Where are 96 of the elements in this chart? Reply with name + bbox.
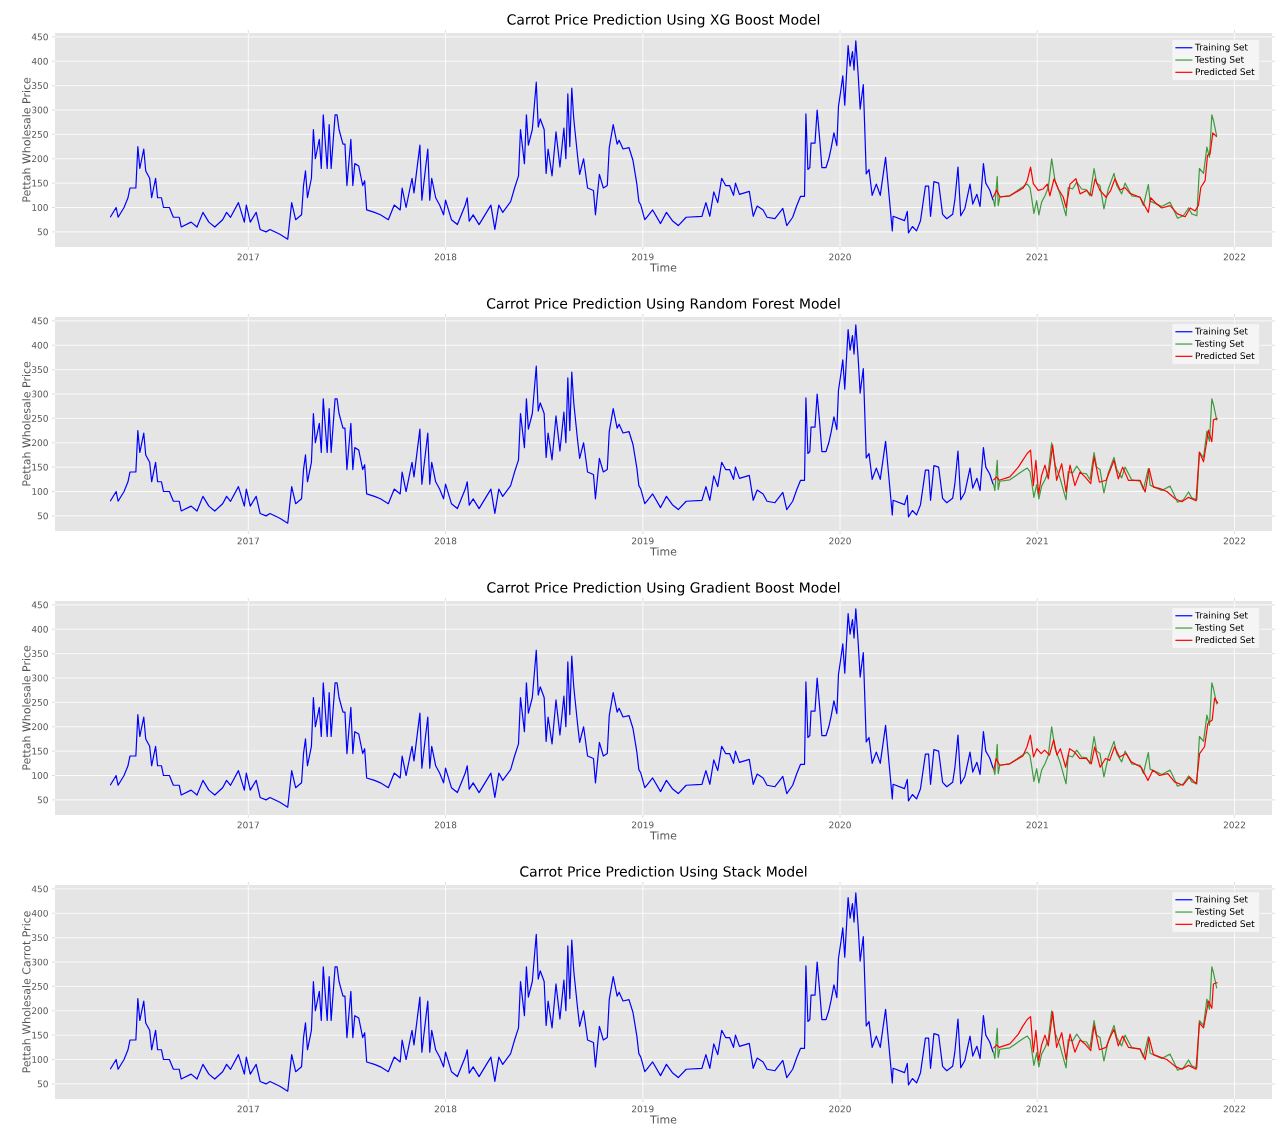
- x-tick-label: 2018: [434, 253, 457, 261]
- y-axis-title: Pettah Wholesale Price: [22, 361, 31, 486]
- y-tick-label: 150: [32, 179, 48, 187]
- line-series: [109, 40, 994, 240]
- legend-label: Training Set: [1194, 895, 1248, 905]
- x-tick-label: 2022: [1223, 821, 1246, 829]
- y-tick-label: 450: [31, 33, 48, 41]
- line-series: [992, 417, 1219, 503]
- y-tick-label: 150: [32, 747, 48, 755]
- y-axis-title: Pettah Wholesale Price: [22, 645, 31, 770]
- y-tick-label: 400: [31, 341, 48, 349]
- legend-label: Predicted Set: [1195, 352, 1255, 360]
- line-series: [992, 682, 1218, 787]
- y-tick-label: 400: [31, 909, 48, 917]
- y-tick-label: 400: [31, 57, 48, 65]
- x-tick-label: 2021: [1026, 821, 1048, 829]
- y-tick-label: 250: [32, 983, 48, 990]
- y-tick-label: 300: [32, 674, 48, 682]
- legend-label: Training Set: [1194, 611, 1248, 621]
- x-tick-label: 2019: [632, 253, 654, 261]
- x-tick-label: 2021: [1026, 537, 1048, 545]
- x-tick-label: 2019: [632, 537, 654, 545]
- y-axis-title: Pettah Wholesale Carrot Price: [22, 911, 31, 1073]
- x-tick-label: 2020: [829, 253, 851, 261]
- legend-label: Testing Set: [1194, 55, 1244, 65]
- chart-title: Carrot Price Prediction Using Gradient Boost Model: [487, 582, 840, 596]
- line-series: [109, 608, 994, 808]
- legend-label: Testing Set: [1194, 907, 1244, 917]
- x-tick-label: 2019: [632, 1105, 654, 1113]
- y-tick-label: 450: [31, 601, 48, 609]
- y-tick-label: 300: [32, 106, 48, 114]
- line-series: [992, 398, 1218, 503]
- x-axis-title: Time: [650, 831, 677, 840]
- y-tick-label: 250: [32, 414, 48, 422]
- x-axis-title: Time: [650, 1115, 677, 1124]
- chart-title: Carrot Price Prediction Using Random Forest Model: [486, 298, 840, 312]
- x-tick-label: 2020: [829, 821, 851, 829]
- y-tick-label: 100: [32, 772, 48, 779]
- y-tick-label: 450: [31, 885, 48, 893]
- y-tick-label: 250: [32, 130, 48, 138]
- x-tick-label: 2017: [237, 821, 259, 829]
- x-tick-label: 2022: [1223, 253, 1246, 261]
- y-tick-label: 150: [32, 1031, 48, 1039]
- legend-label: Predicted Set: [1195, 920, 1255, 928]
- line-series: [109, 324, 994, 524]
- y-tick-label: 250: [32, 699, 48, 706]
- y-tick-label: 50: [37, 796, 48, 804]
- x-tick-label: 2022: [1223, 1105, 1246, 1113]
- legend-label: Predicted Set: [1195, 68, 1255, 76]
- x-tick-label: 2021: [1026, 1105, 1048, 1113]
- x-tick-label: 2018: [434, 537, 457, 545]
- x-axis-title: Time: [650, 547, 677, 556]
- y-tick-label: 350: [32, 650, 48, 658]
- line-series: [992, 132, 1218, 218]
- x-tick-label: 2017: [237, 253, 259, 261]
- y-tick-label: 350: [32, 366, 48, 374]
- y-tick-label: 50: [37, 228, 48, 236]
- x-tick-label: 2018: [434, 1105, 457, 1113]
- line-series: [109, 892, 994, 1092]
- legend-label: Training Set: [1194, 43, 1248, 53]
- line-series: [992, 114, 1218, 219]
- y-axis-title: Pettah Wholesale Price: [22, 77, 31, 202]
- x-tick-label: 2020: [829, 537, 851, 545]
- x-tick-label: 2018: [434, 821, 457, 829]
- y-tick-label: 200: [32, 723, 48, 731]
- y-tick-label: 300: [32, 958, 48, 966]
- chart-title: Carrot Price Prediction Using XG Boost Model: [507, 13, 820, 28]
- y-tick-label: 350: [32, 82, 48, 90]
- x-tick-label: 2017: [237, 1105, 259, 1113]
- y-tick-label: 100: [32, 488, 48, 495]
- x-tick-label: 2017: [237, 537, 259, 545]
- y-tick-label: 100: [32, 1056, 48, 1063]
- legend-label: Testing Set: [1194, 339, 1244, 349]
- y-tick-label: 400: [31, 625, 48, 633]
- y-tick-label: 150: [32, 463, 48, 471]
- x-tick-label: 2020: [829, 1105, 851, 1113]
- line-series: [992, 966, 1218, 1071]
- x-tick-label: 2019: [632, 821, 654, 829]
- line-series: [992, 981, 1219, 1070]
- y-tick-label: 200: [32, 439, 48, 447]
- y-tick-label: 100: [32, 204, 48, 211]
- x-tick-label: 2021: [1026, 253, 1048, 261]
- y-tick-label: 200: [32, 155, 48, 163]
- y-tick-label: 300: [32, 390, 48, 398]
- y-tick-label: 350: [32, 934, 48, 942]
- legend-label: Training Set: [1194, 327, 1248, 337]
- line-series: [993, 697, 1219, 786]
- y-tick-label: 50: [37, 512, 48, 520]
- y-tick-label: 200: [32, 1007, 48, 1015]
- x-tick-label: 2022: [1223, 537, 1246, 545]
- y-tick-label: 450: [31, 317, 48, 325]
- legend-label: Predicted Set: [1195, 636, 1255, 644]
- legend-label: Testing Set: [1194, 623, 1244, 633]
- x-axis-title: Time: [650, 263, 677, 272]
- chart-title: Carrot Price Prediction Using Stack Model: [520, 866, 807, 880]
- y-tick-label: 50: [37, 1080, 48, 1088]
